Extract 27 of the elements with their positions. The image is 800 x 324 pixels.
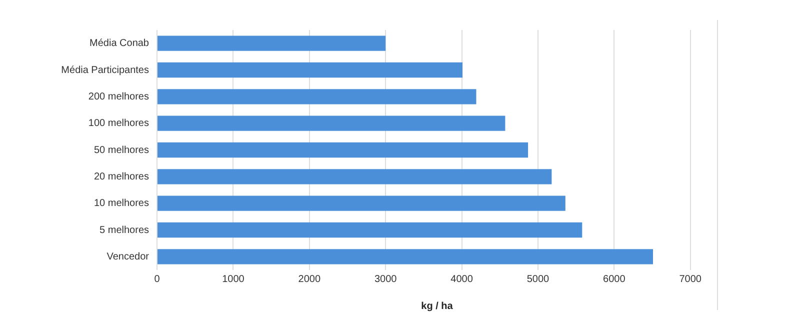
x-tick-label: 6000 xyxy=(603,274,626,285)
bar xyxy=(158,222,582,238)
bar xyxy=(158,89,476,104)
y-tick-label: 10 melhores xyxy=(94,198,149,210)
x-tick-label: 3000 xyxy=(374,274,398,285)
bar xyxy=(158,196,566,211)
x-tick-label: 4000 xyxy=(450,274,474,285)
y-tick-label: Vencedor xyxy=(106,251,150,262)
bar xyxy=(158,142,528,158)
bar xyxy=(158,36,386,51)
x-tick-label: 2000 xyxy=(298,274,321,285)
y-tick-label: 5 melhores xyxy=(100,224,149,236)
x-tick-label: 7000 xyxy=(679,274,702,285)
y-tick-label: 20 melhores xyxy=(94,171,149,182)
x-tick-label: 5000 xyxy=(526,274,550,285)
y-tick-label: Média Participantes xyxy=(61,64,149,76)
bar xyxy=(158,62,463,78)
y-tick-label: 100 melhores xyxy=(88,118,149,130)
y-tick-label: 200 melhores xyxy=(88,91,149,102)
bar xyxy=(158,169,552,184)
y-tick-label: Média Conab xyxy=(90,38,150,50)
bar xyxy=(158,249,653,264)
y-tick-label: 50 melhores xyxy=(94,144,149,156)
x-axis-title: kg / ha xyxy=(421,300,454,312)
x-tick-label: 0 xyxy=(154,274,160,285)
x-tick-label: 1000 xyxy=(222,274,245,285)
bar xyxy=(158,116,506,131)
